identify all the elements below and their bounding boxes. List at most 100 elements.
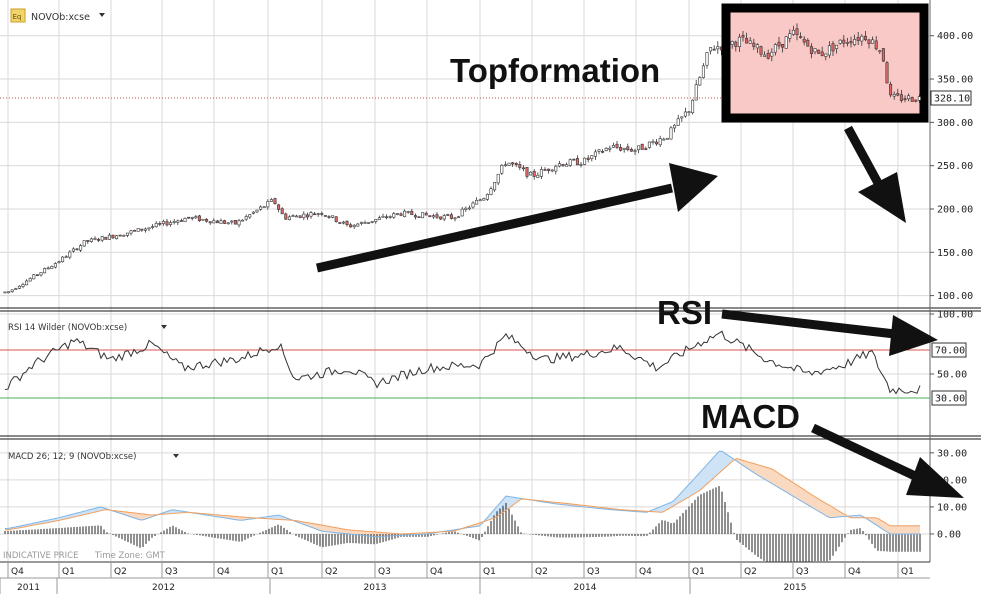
macd-signal-fill-segment <box>917 525 920 534</box>
chevron-down-icon[interactable] <box>161 325 167 329</box>
macd-signal-fill-segment <box>365 531 368 536</box>
top-arrow-shaft <box>844 125 882 186</box>
candle-body <box>151 226 155 228</box>
macd-signal-fill-segment <box>893 525 896 534</box>
candle-body <box>691 99 695 114</box>
x-quarter-label: Q3 <box>378 567 391 577</box>
candle-body <box>107 234 111 240</box>
macd-signal-fill-segment <box>773 469 776 486</box>
candle-body <box>676 118 680 126</box>
instrument-selector[interactable]: Eq NOVOb:xcse <box>10 8 105 23</box>
macd-signal-fill-segment <box>338 528 341 534</box>
candle-body <box>435 214 439 218</box>
macd-signal-fill-segment <box>362 530 365 536</box>
candle-body <box>543 169 547 171</box>
candle-body <box>46 267 50 270</box>
candle-body <box>212 220 216 224</box>
candle-body <box>874 40 878 50</box>
candle-body <box>845 42 849 44</box>
macd-signal-fill-segment <box>836 509 839 518</box>
macd-signal-fill-segment <box>821 500 824 515</box>
macd-signal-fill-segment <box>488 513 491 521</box>
price-y-axis: 100.00 150.00 200.00 250.00 300.00 350.00 400.… <box>930 31 973 302</box>
candle-body <box>334 216 338 222</box>
y-tick-label: 100.00 <box>937 310 973 321</box>
candle-body <box>579 163 583 166</box>
candle-body <box>903 98 907 101</box>
candle-body <box>712 48 716 51</box>
macd-signal-fill-segment <box>779 473 782 490</box>
candle-body <box>61 256 65 263</box>
macd-signal-fill-segment <box>692 477 695 496</box>
candle-body <box>791 29 795 35</box>
candle-body <box>68 251 72 258</box>
macd-signal-fill-segment <box>797 485 800 501</box>
candle-body <box>122 235 126 237</box>
rsi-lower-box <box>931 390 967 406</box>
candle-body <box>730 41 734 45</box>
candle-body <box>759 46 763 55</box>
macd-signal-fill-segment <box>359 530 362 536</box>
candle-body <box>237 220 241 226</box>
candle-body <box>277 204 281 210</box>
macd-signal-fill-segment <box>278 515 281 520</box>
candle-body <box>323 215 327 217</box>
candle-body <box>230 220 234 223</box>
macd-signal-fill-segment <box>902 525 905 534</box>
y-tick-label: 10.00 <box>937 502 967 513</box>
candle-body <box>889 83 893 96</box>
macd-signal-fill-segment <box>506 496 509 511</box>
candle-body <box>57 261 61 264</box>
candle-body <box>565 164 569 167</box>
candle-body <box>115 235 119 240</box>
candle-body <box>665 137 669 140</box>
candle-body <box>223 220 227 224</box>
candle-body <box>838 39 842 44</box>
candle-body <box>813 48 817 53</box>
candle-body <box>637 145 641 151</box>
macd-signal-fill-segment <box>911 525 914 534</box>
candle-body <box>795 28 799 35</box>
macd-signal-fill-segment <box>830 505 833 518</box>
last-price-box <box>930 90 972 106</box>
macd-signal-fill-segment <box>689 481 692 497</box>
candle-body <box>388 216 392 218</box>
price-candles <box>3 38 731 294</box>
candle-body <box>611 145 615 148</box>
candle-body <box>784 36 788 49</box>
rsi-arrow-head <box>889 315 938 356</box>
candle-body <box>770 51 774 57</box>
candle-body <box>763 54 767 57</box>
candle-body <box>741 35 745 38</box>
candle-body <box>233 220 237 225</box>
candle-body <box>28 278 32 282</box>
macd-signal-fill-segment <box>698 471 701 492</box>
macd-signal-fill-segment <box>368 531 371 537</box>
candle-body <box>291 215 295 217</box>
candle-body <box>97 239 101 241</box>
x-year-label: 2013 <box>364 583 387 593</box>
candle-body <box>478 199 482 202</box>
y-tick-label: 250.00 <box>937 161 973 172</box>
macd-signal-fill-segment <box>326 525 329 532</box>
y-tick-label: 20.00 <box>937 475 967 486</box>
macd-signal-fill-segment <box>374 531 377 537</box>
candle-body <box>50 266 54 269</box>
chevron-down-icon[interactable] <box>99 13 105 17</box>
macd-signal-fill-segment <box>875 517 878 527</box>
candle-body <box>482 198 486 201</box>
candle-body <box>737 36 741 47</box>
candle-body <box>176 220 180 223</box>
macd-signal-fill-segment <box>239 516 242 521</box>
macd-signal-fill-segment <box>869 517 872 523</box>
candle-body <box>154 223 158 227</box>
candle-body <box>575 158 579 166</box>
candle-body <box>410 210 414 216</box>
chevron-down-icon[interactable] <box>173 454 179 458</box>
x-year-label: 2012 <box>152 583 175 593</box>
candle-body <box>111 234 115 239</box>
macd-signal-fill-segment <box>707 461 710 484</box>
y-tick-label: 0.00 <box>937 529 961 540</box>
rsi-upper-tag: 70.00 <box>931 342 967 358</box>
candle-body <box>32 274 36 280</box>
